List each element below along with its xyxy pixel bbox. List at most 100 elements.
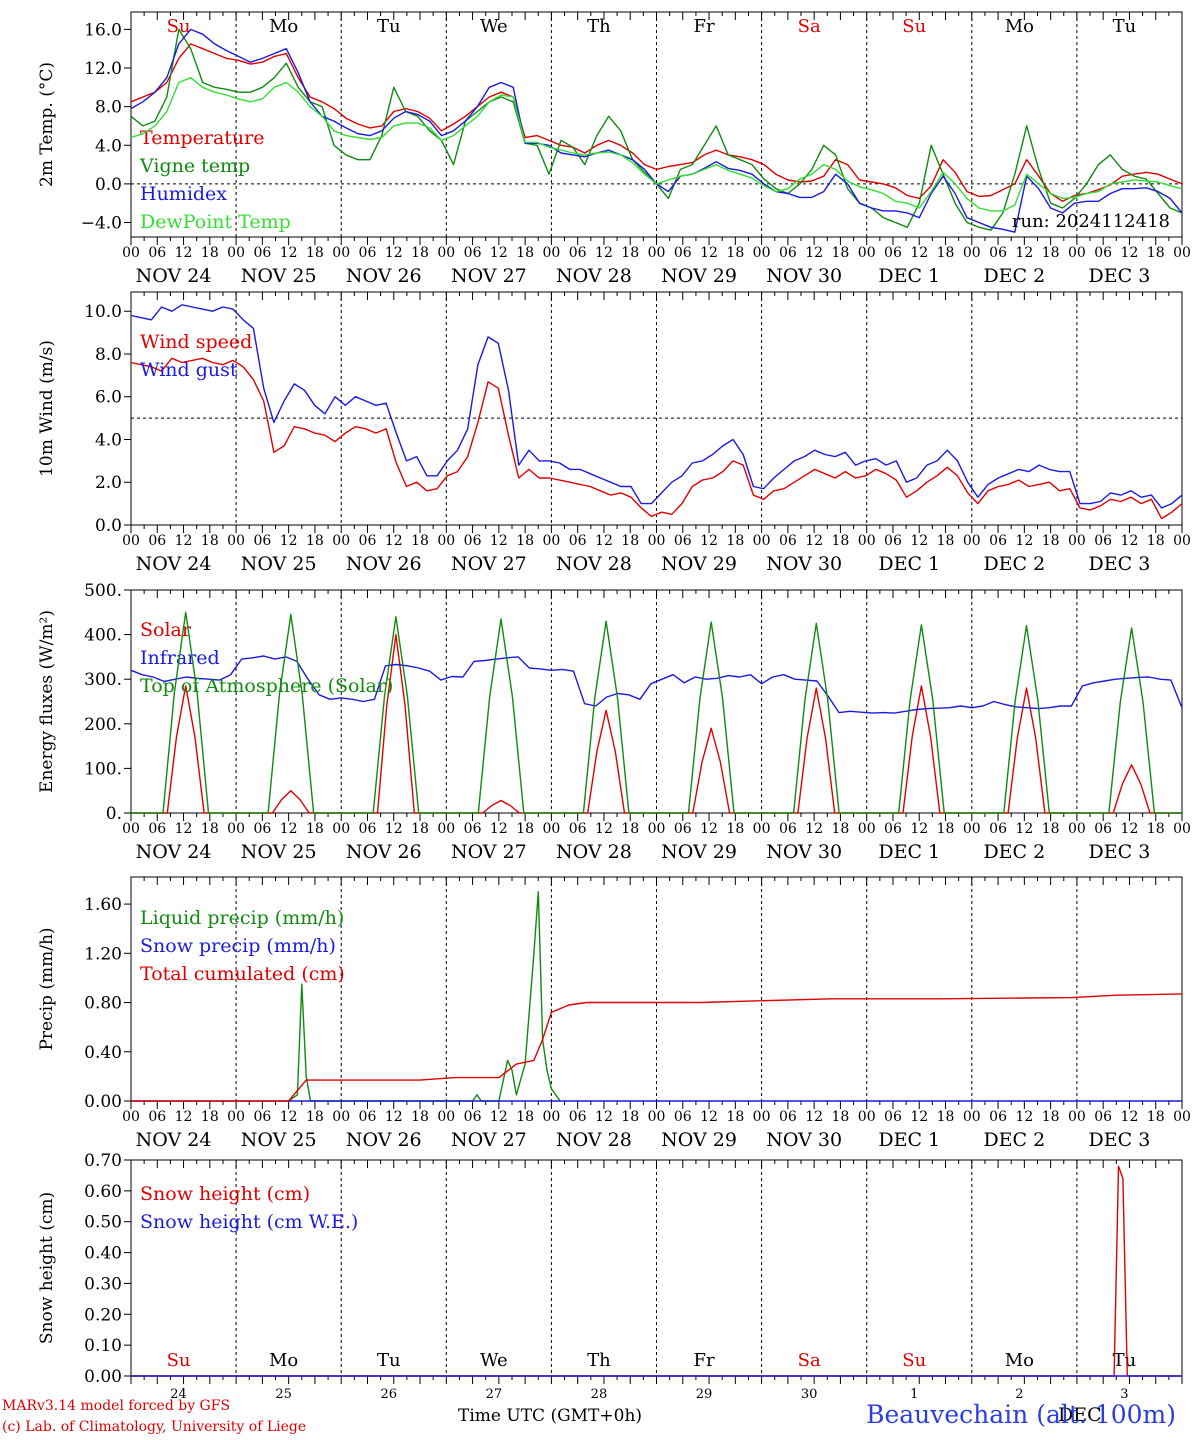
model-credit: MARv3.14 model forced by GFS (2, 1398, 231, 1414)
hour-tick-label: 18 (516, 533, 534, 549)
weekday-label: Fr (694, 1350, 715, 1371)
hour-tick-label: 12 (700, 533, 718, 549)
hour-tick-label: 12 (490, 1109, 508, 1125)
hour-tick-label: 06 (569, 1109, 587, 1125)
legend-label: Temperature (140, 127, 264, 149)
day-number-label: 30 (801, 1387, 818, 1402)
hour-tick-label: 12 (1015, 1109, 1033, 1125)
hour-tick-label: 18 (726, 1109, 744, 1125)
hour-tick-label: 12 (700, 821, 718, 837)
y-tick-label: 0.40 (84, 1244, 122, 1264)
hour-tick-label: 12 (595, 533, 613, 549)
weekday-label: Tu (1113, 16, 1137, 37)
y-axis-label: Precip (mm/h) (37, 927, 57, 1050)
date-label: NOV 28 (556, 265, 632, 287)
series-line-dewpoint-temp (130, 76, 1183, 212)
hour-tick-label: 12 (1015, 821, 1033, 837)
hour-tick-label: 00 (542, 245, 560, 261)
date-label: DEC 1 (878, 265, 940, 287)
hour-tick-label: 00 (122, 533, 140, 549)
hour-tick-label: 00 (122, 1109, 140, 1125)
date-label: DEC 2 (983, 1129, 1045, 1151)
weekday-label: Sa (798, 1350, 821, 1371)
date-label: DEC 1 (878, 1129, 940, 1151)
hour-tick-label: 06 (674, 821, 692, 837)
legend-label: Snow height (cm W.E.) (140, 1211, 358, 1233)
hour-tick-label: 18 (306, 821, 324, 837)
hour-tick-label: 00 (648, 533, 666, 549)
hour-tick-label: 06 (359, 245, 377, 261)
series-line-wind-gust (130, 304, 1183, 509)
x-axis-title: Time UTC (GMT+0h) (458, 1406, 643, 1426)
legend-label: Humidex (140, 183, 227, 205)
day-number-label: 1 (910, 1387, 918, 1402)
hour-tick-label: 00 (542, 821, 560, 837)
date-label: NOV 30 (766, 841, 842, 863)
hour-tick-label: 00 (858, 1109, 876, 1125)
date-label: NOV 25 (241, 841, 317, 863)
hour-tick-label: 18 (937, 1109, 955, 1125)
y-tick-label: 8.0 (95, 345, 122, 365)
weekday-label: Th (587, 1350, 611, 1371)
hour-tick-label: 06 (779, 533, 797, 549)
hour-tick-label: 00 (963, 245, 981, 261)
hour-tick-label: 12 (910, 533, 928, 549)
hour-tick-label: 18 (937, 245, 955, 261)
hour-tick-label: 06 (1094, 245, 1112, 261)
hour-tick-label: 00 (1068, 821, 1086, 837)
date-label: NOV 28 (556, 553, 632, 575)
hour-tick-label: 18 (621, 245, 639, 261)
hour-tick-label: 18 (411, 821, 429, 837)
day-number-label: 24 (170, 1387, 187, 1402)
hour-tick-label: 06 (148, 821, 166, 837)
legend-label: Top of Atmosphere (Solar) (140, 675, 393, 697)
weekday-label: Su (167, 16, 191, 37)
weekday-label: Sa (798, 16, 821, 37)
hour-tick-label: 12 (280, 245, 298, 261)
hour-tick-label: 18 (1147, 245, 1165, 261)
hour-tick-label: 06 (674, 533, 692, 549)
hour-tick-label: 18 (621, 533, 639, 549)
day-number-label: 29 (696, 1387, 713, 1402)
date-label: NOV 26 (346, 1129, 422, 1151)
y-tick-label: 0. (106, 804, 122, 824)
y-tick-label: 300. (84, 670, 122, 690)
hour-tick-label: 00 (332, 533, 350, 549)
weekday-label: We (480, 16, 508, 37)
hour-tick-label: 12 (910, 821, 928, 837)
y-tick-label: 0.00 (84, 1367, 122, 1387)
hour-tick-label: 06 (989, 245, 1007, 261)
weekday-label: Tu (1113, 1350, 1137, 1371)
hour-tick-label: 12 (490, 821, 508, 837)
hour-tick-label: 00 (437, 1109, 455, 1125)
hour-tick-label: 18 (306, 245, 324, 261)
hour-tick-label: 06 (148, 533, 166, 549)
date-label: NOV 27 (451, 841, 527, 863)
date-label: DEC 2 (983, 553, 1045, 575)
hour-tick-label: 12 (700, 1109, 718, 1125)
hour-tick-label: 18 (306, 533, 324, 549)
y-tick-label: 0.50 (84, 1213, 122, 1233)
hour-tick-label: 00 (1068, 1109, 1086, 1125)
date-label: NOV 30 (766, 1129, 842, 1151)
hour-tick-label: 06 (464, 821, 482, 837)
hour-tick-label: 06 (884, 533, 902, 549)
hour-tick-label: 00 (1173, 821, 1191, 837)
weekday-label: Tu (377, 16, 401, 37)
weekday-label: Tu (377, 1350, 401, 1371)
y-tick-label: 0.30 (84, 1274, 122, 1294)
date-label: NOV 26 (346, 553, 422, 575)
date-label: NOV 26 (346, 265, 422, 287)
y-axis-label: Snow height (cm) (37, 1192, 57, 1344)
y-tick-label: 0.40 (84, 1043, 122, 1063)
date-label: NOV 25 (241, 1129, 317, 1151)
y-axis-label: Energy fluxes (W/m²) (37, 610, 57, 793)
hour-tick-label: 00 (227, 821, 245, 837)
hour-tick-label: 18 (1147, 1109, 1165, 1125)
weekday-label: We (480, 1350, 508, 1371)
hour-tick-label: 00 (1173, 245, 1191, 261)
hour-tick-label: 12 (175, 533, 193, 549)
legend-label: DewPoint Temp (140, 211, 291, 233)
hour-tick-label: 12 (490, 245, 508, 261)
